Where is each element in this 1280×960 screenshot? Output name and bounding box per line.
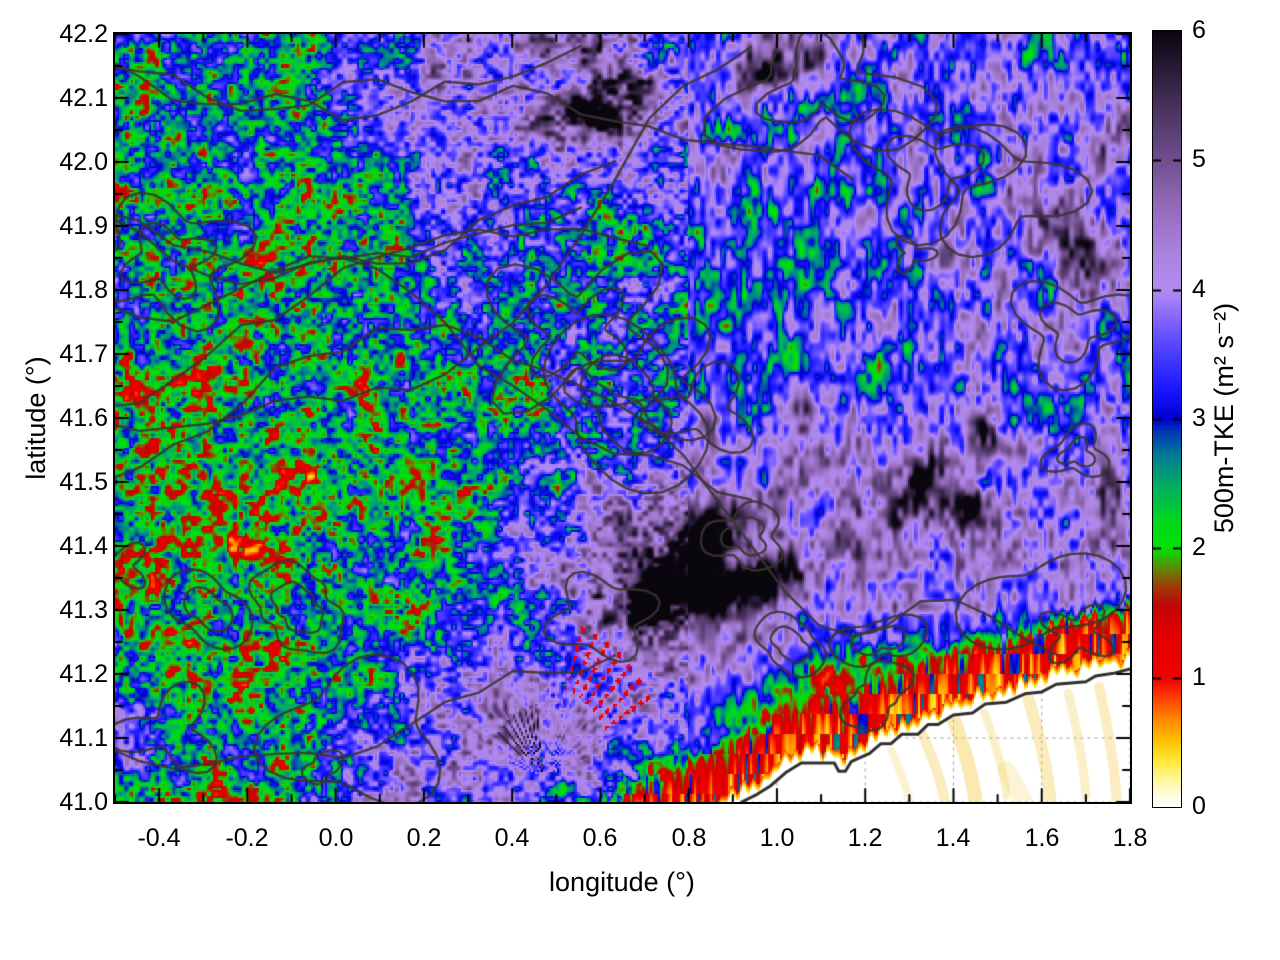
x-tick-label: 1.4 — [935, 824, 971, 852]
colorbar-tick-label: 2 — [1192, 533, 1206, 561]
x-tick-label: 1.6 — [1024, 824, 1060, 852]
colorbar-tick-label: 5 — [1192, 145, 1206, 173]
colorbar-tick-label: 4 — [1192, 275, 1206, 303]
x-tick-label: 0.6 — [582, 824, 618, 852]
x-tick-label: 1.2 — [847, 824, 883, 852]
y-tick-label: 42.2 — [59, 20, 108, 48]
y-tick-label: 41.6 — [59, 404, 108, 432]
x-tick-label: 0.4 — [494, 824, 530, 852]
colorbar-tick-label: 1 — [1192, 663, 1206, 691]
y-axis-title: latitude (°) — [21, 356, 51, 480]
y-tick-label: 42.0 — [59, 148, 108, 176]
y-tick-label: 41.3 — [59, 596, 108, 624]
heatmap-canvas — [115, 34, 1130, 802]
colorbar-tick-label: 3 — [1192, 404, 1206, 432]
y-tick-label: 41.9 — [59, 212, 108, 240]
y-tick-label: 41.8 — [59, 276, 108, 304]
y-tick-label: 41.4 — [59, 532, 108, 560]
x-tick-label: 0.2 — [406, 824, 442, 852]
y-tick-label: 41.0 — [59, 788, 108, 816]
colorbar-title: 500m-TKE (m² s⁻²) — [1209, 302, 1239, 534]
y-tick-label: 42.1 — [59, 84, 108, 112]
colorbar-canvas — [1152, 30, 1182, 808]
x-axis-title: longitude (°) — [549, 867, 695, 897]
x-tick-label: -0.2 — [225, 824, 269, 852]
x-tick-label: 1.8 — [1112, 824, 1148, 852]
y-tick-label: 41.1 — [59, 724, 108, 752]
x-tick-label: -0.4 — [137, 824, 181, 852]
x-tick-label: 0.0 — [318, 824, 354, 852]
x-tick-label: 0.8 — [671, 824, 707, 852]
colorbar-tick-label: 6 — [1192, 16, 1206, 44]
colorbar-tick-label: 0 — [1192, 792, 1206, 820]
y-tick-label: 41.2 — [59, 660, 108, 688]
y-tick-label: 41.5 — [59, 468, 108, 496]
y-tick-label: 41.7 — [59, 340, 108, 368]
x-tick-label: 1.0 — [759, 824, 795, 852]
